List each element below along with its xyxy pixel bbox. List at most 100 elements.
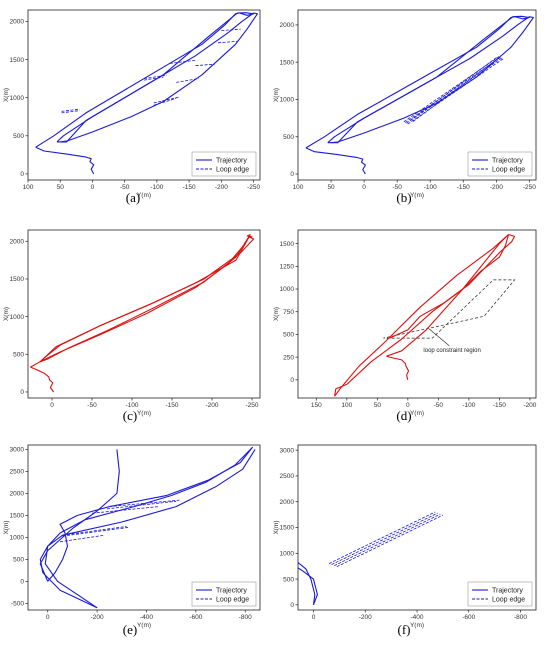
loop-constraint-region bbox=[383, 279, 516, 339]
trajectory-line bbox=[334, 234, 509, 397]
plot-area bbox=[35, 12, 258, 175]
loop-edge-line bbox=[143, 76, 164, 81]
x-axis-label: Y(m) bbox=[137, 410, 151, 417]
legend-label: Loop edge bbox=[492, 596, 525, 603]
x-tick-label: 0 bbox=[50, 402, 54, 409]
y-tick-label: 1000 bbox=[280, 286, 295, 293]
x-tick-label: -50 bbox=[120, 184, 130, 191]
x-tick-label: 100 bbox=[293, 184, 304, 191]
legend-box bbox=[191, 581, 257, 607]
loop-edge-line bbox=[153, 98, 177, 106]
plot-frame bbox=[27, 229, 261, 399]
trajectory-line bbox=[331, 16, 534, 144]
panel-caption: (e) bbox=[123, 622, 137, 637]
x-tick-label: -200 bbox=[215, 184, 228, 191]
y-tick-label: 1000 bbox=[10, 535, 25, 542]
panel-6: 0 -200 -400 -600 -800 0 500 1000 1500 2000 2500 300… bbox=[273, 444, 537, 637]
y-tick-label: 1000 bbox=[10, 95, 25, 102]
y-tick-label: 3000 bbox=[10, 447, 25, 454]
x-tick-label: 50 bbox=[327, 184, 335, 191]
annotation-label: loop constraint region bbox=[423, 348, 480, 354]
panel-5: 0 -200 -400 -600 -800 -500 0 500 1000 1500 2000 250… bbox=[3, 444, 261, 637]
legend-label: Loop edge bbox=[216, 596, 249, 603]
x-tick-label: 150 bbox=[311, 402, 322, 409]
loop-edge-line bbox=[336, 514, 444, 568]
y-tick-label: 1500 bbox=[280, 525, 295, 532]
legend-label: Trajectory bbox=[216, 587, 247, 594]
x-axis-label: Y(m) bbox=[137, 192, 151, 199]
y-tick-label: 0 bbox=[290, 377, 294, 384]
loop-edge-line bbox=[106, 500, 177, 510]
trajectory-line bbox=[30, 234, 251, 368]
loop-edge-line bbox=[412, 58, 498, 122]
legend-label: Trajectory bbox=[492, 157, 523, 164]
x-tick-label: 50 bbox=[57, 184, 65, 191]
loop-edge-line bbox=[60, 534, 105, 543]
loop-edge-line bbox=[331, 512, 438, 565]
x-tick-label: -800 bbox=[239, 614, 252, 621]
y-tick-label: 1500 bbox=[280, 241, 295, 248]
trajectory-line bbox=[39, 449, 120, 582]
x-tick-label: -100 bbox=[150, 184, 163, 191]
y-tick-label: 2000 bbox=[280, 499, 295, 506]
loop-edge-line bbox=[143, 74, 167, 79]
loop-edge-line bbox=[328, 511, 436, 564]
loop-edge-line bbox=[334, 513, 441, 567]
plot-area bbox=[30, 234, 255, 393]
loop-edge-line bbox=[62, 526, 127, 536]
trajectory-line bbox=[386, 355, 410, 380]
plot-frame bbox=[297, 9, 537, 181]
x-tick-label: 100 bbox=[23, 184, 34, 191]
y-tick-label: -500 bbox=[11, 601, 24, 608]
trajectory-line bbox=[57, 12, 254, 143]
y-tick-label: 1000 bbox=[280, 550, 295, 557]
legend-box bbox=[467, 581, 533, 607]
x-tick-label: 0 bbox=[312, 614, 316, 621]
panel-caption: (c) bbox=[123, 408, 137, 423]
x-tick-label: -600 bbox=[462, 614, 475, 621]
y-tick-label: 0 bbox=[20, 171, 24, 178]
x-tick-label: -400 bbox=[410, 614, 423, 621]
trajectory-line bbox=[298, 561, 316, 605]
y-axis-label: X(m) bbox=[273, 520, 280, 534]
y-tick-label: 1500 bbox=[10, 57, 25, 64]
y-axis-label: X(m) bbox=[273, 307, 280, 321]
y-tick-label: 500 bbox=[283, 576, 294, 583]
loop-edge-line bbox=[109, 499, 182, 507]
x-tick-label: -250 bbox=[523, 184, 536, 191]
y-tick-label: 2000 bbox=[280, 22, 295, 29]
y-tick-label: 500 bbox=[13, 352, 24, 359]
x-tick-label: -250 bbox=[245, 402, 258, 409]
x-tick-label: -200 bbox=[359, 614, 372, 621]
loop-edge-line bbox=[61, 110, 80, 114]
x-tick-label: -200 bbox=[490, 184, 503, 191]
trajectory-line bbox=[389, 234, 510, 339]
x-tick-label: -100 bbox=[424, 184, 437, 191]
loop-edge-line bbox=[218, 40, 238, 44]
y-tick-label: 250 bbox=[283, 354, 294, 361]
y-tick-label: 750 bbox=[283, 309, 294, 316]
x-tick-label: 0 bbox=[91, 184, 95, 191]
x-axis-label: Y(m) bbox=[410, 410, 424, 417]
plot-area bbox=[39, 446, 256, 609]
x-tick-label: -150 bbox=[183, 184, 196, 191]
y-tick-label: 0 bbox=[290, 602, 294, 609]
x-tick-label: -150 bbox=[493, 402, 506, 409]
x-tick-label: -150 bbox=[457, 184, 470, 191]
loop-edge-line bbox=[61, 108, 80, 112]
trajectory-line bbox=[35, 146, 95, 175]
y-axis-label: X(m) bbox=[3, 88, 10, 102]
x-tick-label: -100 bbox=[125, 402, 138, 409]
y-tick-label: 500 bbox=[13, 133, 24, 140]
legend-label: Loop edge bbox=[492, 166, 525, 173]
panel-caption: (d) bbox=[396, 408, 411, 423]
y-axis-label: X(m) bbox=[3, 307, 10, 321]
y-tick-label: 500 bbox=[13, 557, 24, 564]
x-tick-label: -150 bbox=[165, 402, 178, 409]
y-tick-label: 0 bbox=[20, 389, 24, 396]
y-tick-label: 1000 bbox=[280, 97, 295, 104]
x-tick-label: -600 bbox=[189, 614, 202, 621]
legend-label: Loop edge bbox=[216, 166, 249, 173]
y-tick-label: 2500 bbox=[10, 469, 25, 476]
trajectory-line bbox=[39, 236, 250, 363]
